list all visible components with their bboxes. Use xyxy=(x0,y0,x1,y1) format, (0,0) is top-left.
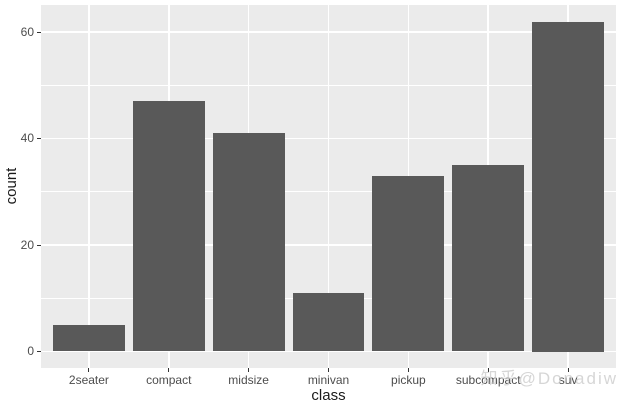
x-axis-tick-mark xyxy=(487,368,489,372)
bar-compact xyxy=(132,101,205,352)
x-axis-tick-mark xyxy=(328,368,329,372)
x-axis-tick-mark xyxy=(168,368,170,372)
bar-minivan xyxy=(292,292,365,352)
zhihu-watermark: 知乎@Donadiw xyxy=(480,369,618,388)
bar-subcompact xyxy=(452,165,525,352)
x-axis-tick-label: minivan xyxy=(307,373,350,387)
bar-2seater xyxy=(52,324,125,352)
y-axis-tick-label: 0 xyxy=(27,344,34,358)
bar-suv xyxy=(532,21,605,352)
bar-pickup xyxy=(372,175,445,352)
x-axis-tick-label: compact xyxy=(146,373,192,387)
bar-midsize xyxy=(212,133,285,352)
y-axis-tick-mark xyxy=(37,351,41,352)
y-axis-tick-label: 60 xyxy=(20,24,34,39)
x-axis-tick-mark xyxy=(248,368,250,372)
x-axis-title: class xyxy=(311,387,346,404)
y-axis-tick-mark xyxy=(37,244,41,246)
x-major-gridline xyxy=(327,5,330,368)
y-axis-tick-label: 40 xyxy=(20,131,34,146)
y-axis-title: count xyxy=(3,167,20,205)
x-axis-tick-mark xyxy=(407,368,409,372)
y-axis-tick-mark xyxy=(37,31,41,33)
x-axis-tick-mark xyxy=(567,368,569,372)
y-axis-tick-mark xyxy=(37,138,41,140)
x-axis-tick-label: pickup xyxy=(391,373,426,387)
x-axis-tick-label: subcompact xyxy=(455,373,521,387)
x-axis-tick-mark xyxy=(88,368,90,372)
x-axis-tick-label: midsize xyxy=(228,373,269,387)
x-major-gridline xyxy=(88,5,90,368)
x-axis-tick-label: 2seater xyxy=(68,373,109,387)
y-axis-tick-label: 20 xyxy=(20,237,34,252)
x-axis-tick-label: suv xyxy=(558,373,578,387)
